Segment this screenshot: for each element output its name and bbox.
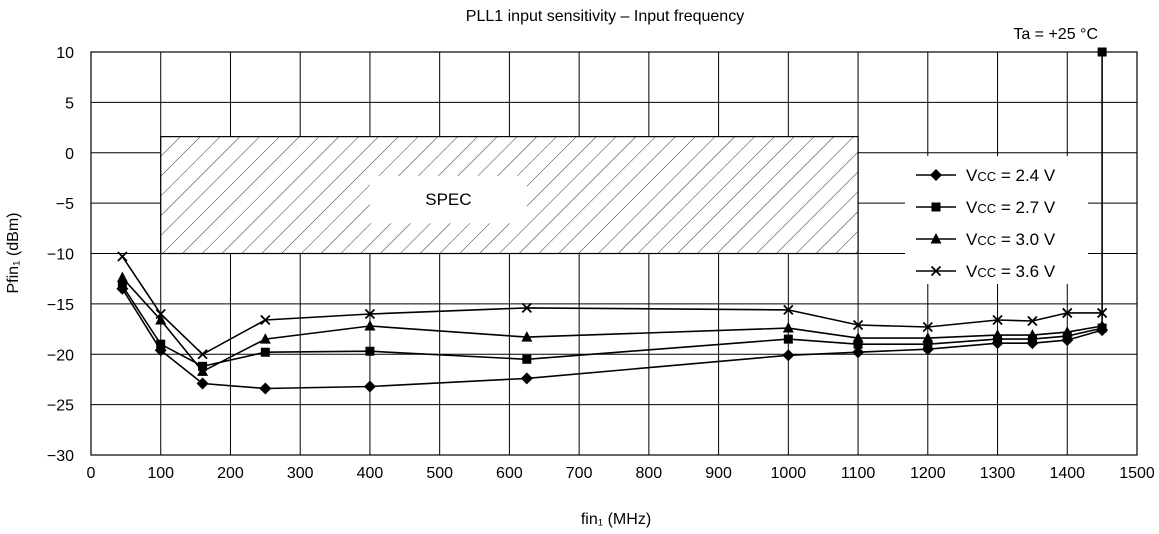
series-3-point-2 — [197, 349, 208, 360]
series-2-point-2 — [197, 365, 209, 376]
y-tick-label-2: 0 — [65, 146, 74, 163]
series-3-point-7 — [852, 319, 864, 331]
series-2-point-8 — [922, 332, 934, 343]
series-line-1 — [121, 52, 1103, 368]
x-tick-label-13: 1300 — [980, 465, 1016, 482]
series-0-point-3 — [259, 382, 272, 395]
series-1-point-4 — [365, 346, 375, 356]
legend-marker-2 — [930, 233, 942, 244]
y-tick-label-1: 5 — [65, 95, 74, 112]
series-2-point-7 — [852, 332, 864, 343]
y-tick-label-3: −5 — [56, 196, 74, 213]
x-tick-label-10: 1000 — [771, 465, 807, 482]
series-1-point-6 — [783, 334, 793, 344]
series-2-point-12 — [1096, 320, 1108, 331]
x-tick-label-4: 400 — [357, 465, 384, 482]
x-tick-label-6: 600 — [496, 465, 523, 482]
series-0-point-2 — [196, 377, 209, 390]
series-0-point-5 — [520, 372, 533, 385]
series-3 — [117, 251, 1108, 360]
series-2-point-6 — [782, 322, 794, 333]
y-tick-label-6: −20 — [47, 347, 74, 364]
series-3-point-8 — [922, 321, 933, 333]
series-1-point-1 — [156, 339, 166, 349]
x-tick-label-5: 500 — [426, 465, 453, 482]
series-3-point-11 — [1062, 307, 1073, 319]
series-0-point-6 — [782, 349, 795, 362]
plot-frame — [90, 51, 1138, 456]
series-3-point-9 — [992, 314, 1003, 326]
legend-label-3: VCC = 3.6 V — [966, 262, 1056, 281]
series-3-point-1 — [155, 308, 166, 320]
series-0-point-7 — [852, 346, 865, 359]
series-1-point-13 — [1097, 47, 1107, 57]
legend-item-2: VCC = 3.0 V — [916, 230, 1056, 249]
legend-item-1: VCC = 2.7 V — [916, 198, 1056, 217]
series-2 — [116, 271, 1108, 376]
y-tick-label-8: −30 — [47, 448, 74, 465]
x-tick-label-11: 1100 — [841, 465, 876, 482]
series-3-point-5 — [521, 302, 532, 314]
y-tick-label-5: −15 — [47, 297, 74, 314]
legend-label-0: VCC = 2.4 V — [966, 166, 1056, 185]
x-tick-label-8: 800 — [636, 465, 663, 482]
series-3-point-4 — [364, 308, 376, 320]
spec-label: SPEC — [425, 190, 471, 209]
spec-label-box — [369, 175, 527, 224]
x-tick-label-7: 700 — [566, 465, 593, 482]
series-2-point-9 — [992, 329, 1004, 340]
x-tick-label-0: 0 — [87, 465, 96, 482]
temperature-annotation: Ta = +25 °C — [1013, 26, 1098, 43]
legend-label-1: VCC = 2.7 V — [966, 198, 1056, 217]
series-3-point-3 — [260, 314, 271, 326]
series-2-point-10 — [1026, 329, 1038, 340]
y-tick-label-0: 10 — [56, 45, 74, 62]
series-3-point-12 — [1096, 307, 1108, 319]
y-tick-label-4: −10 — [47, 247, 74, 264]
x-tick-label-3: 300 — [287, 465, 314, 482]
series-1-point-7 — [853, 339, 863, 349]
y-axis-title: Pfin₁ (dBm) — [5, 213, 22, 294]
series-3-point-6 — [783, 304, 794, 316]
series-3-point-10 — [1027, 315, 1038, 327]
legend-label-2: VCC = 3.0 V — [966, 230, 1056, 249]
series-1-point-3 — [260, 347, 270, 357]
chart-title: PLL1 input sensitivity – Input frequency — [466, 8, 744, 25]
series-2-point-11 — [1061, 326, 1073, 337]
series-3-point-0 — [117, 251, 128, 262]
x-tick-label-12: 1200 — [910, 465, 946, 482]
x-tick-label-9: 900 — [705, 465, 732, 482]
x-tick-label-1: 100 — [147, 465, 174, 482]
y-tick-label-7: −25 — [47, 398, 74, 415]
legend-marker-1 — [931, 202, 941, 212]
series-1-point-0 — [117, 281, 127, 291]
series-2-point-1 — [155, 313, 167, 325]
series-group — [116, 47, 1109, 395]
series-1-point-5 — [522, 354, 532, 364]
legend-marker-3 — [930, 265, 942, 277]
legend-item-3: VCC = 3.6 V — [916, 262, 1056, 281]
series-0-point-4 — [363, 380, 376, 393]
legend-marker-0 — [930, 169, 942, 181]
series-2-point-3 — [259, 333, 271, 344]
series-2-point-4 — [364, 320, 376, 331]
series-2-point-5 — [521, 331, 533, 342]
x-axis-title: fin₁ (MHz) — [581, 511, 651, 528]
x-tick-label-14: 1400 — [1049, 465, 1085, 482]
x-tick-label-2: 200 — [217, 465, 244, 482]
spec-region: SPEC — [160, 136, 859, 255]
legend: VCC = 2.4 V VCC = 2.7 V VCC = 3.0 V VCC = 3… — [905, 156, 1088, 284]
series-1-point-8 — [923, 339, 933, 349]
x-tick-label-15: 1500 — [1119, 465, 1155, 482]
tick-labels: 0 100 200 300 400 500 600 700 800 900 1000 1100 1200… — [47, 45, 1155, 482]
series-2-point-0 — [116, 271, 128, 283]
legend-item-0: VCC = 2.4 V — [916, 166, 1056, 185]
